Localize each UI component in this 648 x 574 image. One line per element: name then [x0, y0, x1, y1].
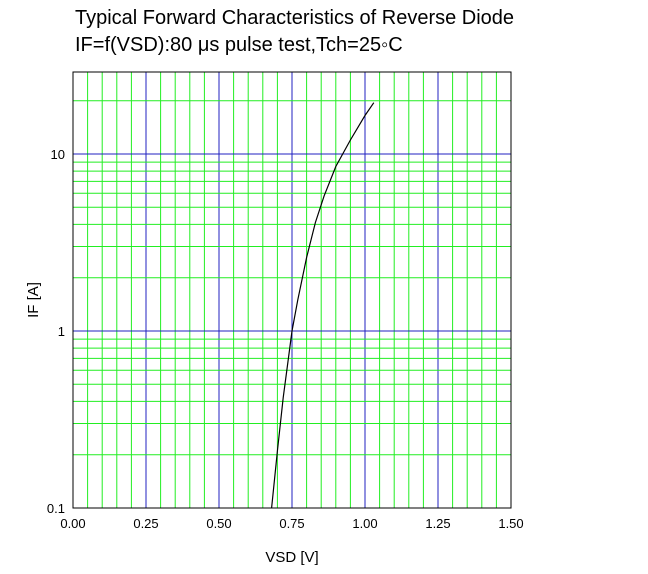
x-tick-label: 0.50	[206, 516, 231, 531]
x-tick-label: 0.25	[133, 516, 158, 531]
y-axis-label: IF [A]	[25, 282, 42, 318]
grid	[72, 71, 512, 509]
x-tick-label: 1.25	[425, 516, 450, 531]
x-tick-label: 0.75	[279, 516, 304, 531]
series-line-0	[271, 102, 375, 509]
x-axis-label: VSD [V]	[265, 549, 318, 566]
y-tick-label: 0.1	[47, 501, 65, 516]
y-tick-label: 10	[51, 147, 65, 162]
chart-title: Typical Forward Characteristics of Rever…	[75, 7, 515, 29]
x-tick-label: 1.00	[352, 516, 377, 531]
chart-subtitle: IF=f(VSD):80 μs pulse test,Tch=25◦C	[75, 34, 403, 56]
x-tick-label: 0.00	[60, 516, 85, 531]
tick-labels: 0.00 0.25 0.50 0.75 1.00 1.25 1.50 0.1 1 10	[47, 147, 524, 531]
y-tick-label: 1	[58, 324, 65, 339]
series-layer	[271, 102, 375, 509]
x-tick-label: 1.50	[498, 516, 523, 531]
plot-border	[72, 71, 512, 509]
